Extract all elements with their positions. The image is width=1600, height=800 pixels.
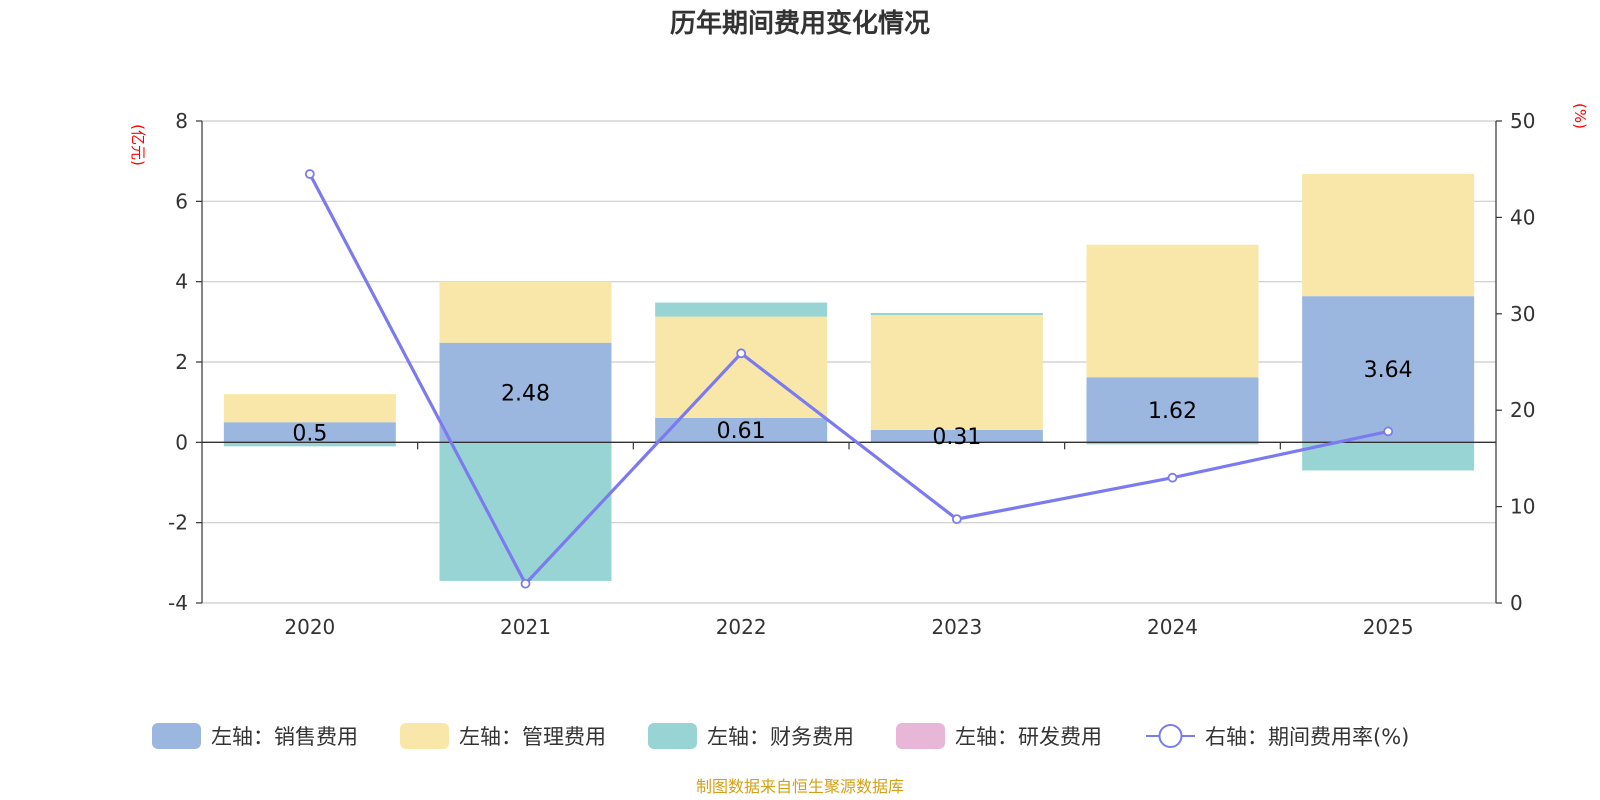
data-label: 2.48 <box>501 382 550 407</box>
bar-segment <box>655 302 828 317</box>
bar-segment <box>439 342 612 443</box>
x-tick-label: 2023 <box>931 615 982 639</box>
rate-point <box>951 514 962 525</box>
right-axis-unit: (%) <box>1571 103 1589 129</box>
legend: 左轴：销售费用 左轴：管理费用 左轴：财务费用 左轴：研发费用 右轴：期间费用率(%) <box>152 723 1409 749</box>
right-tick-label: 0 <box>1510 591 1523 615</box>
bar-segment <box>870 315 1043 430</box>
x-tick-label: 2021 <box>500 615 551 639</box>
data-label: 0.31 <box>932 425 981 450</box>
rate-line-path <box>308 173 1389 587</box>
legend-swatch <box>152 723 201 749</box>
left-tick-label: 6 <box>175 189 188 213</box>
rate-line <box>304 169 1394 589</box>
data-label: 1.62 <box>1148 399 1197 424</box>
right-tick-label: 50 <box>1510 109 1535 133</box>
bar-segment <box>1086 244 1259 378</box>
right-tick-label: 20 <box>1510 398 1535 422</box>
chart-title: 历年期间费用变化情况 <box>670 8 930 39</box>
bar-segment <box>655 417 828 443</box>
x-tick-label: 2022 <box>716 615 767 639</box>
x-tick-label: 2024 <box>1147 615 1198 639</box>
data-label: 0.5 <box>292 421 327 446</box>
bars <box>223 174 1475 581</box>
x-tick-label: 2025 <box>1363 615 1414 639</box>
legend-swatch <box>648 723 697 749</box>
bar-labels: 0.5 2.48 0.61 0.31 1.62 3.64 <box>292 358 1412 450</box>
bar-segment <box>439 442 612 581</box>
rate-point <box>736 348 747 359</box>
left-tick-label: 8 <box>175 109 188 133</box>
source-note: 制图数据来自恒生聚源数据库 <box>696 777 904 796</box>
legend-marker <box>1158 724 1183 748</box>
data-label: 0.61 <box>717 419 766 444</box>
legend-label: 左轴：财务费用 <box>707 725 854 749</box>
rate-point <box>304 169 315 179</box>
left-tick-label: -4 <box>168 591 188 615</box>
bar-segment <box>223 442 396 447</box>
left-tick-label: 0 <box>175 430 188 454</box>
data-label: 3.64 <box>1364 358 1413 383</box>
left-axis-unit: (亿元) <box>129 124 147 166</box>
bar-segment <box>439 281 612 343</box>
rate-point <box>1167 472 1178 483</box>
legend-swatch <box>400 723 449 749</box>
left-tick-label: -2 <box>168 511 188 535</box>
left-tick-label: 4 <box>175 270 188 294</box>
rate-point <box>1383 426 1394 437</box>
bar-segment <box>1302 296 1475 443</box>
bar-segment <box>223 394 396 423</box>
bar-segment <box>870 429 1043 443</box>
bar-segment <box>655 316 828 418</box>
right-tick-label: 40 <box>1510 205 1535 229</box>
bar-segment <box>1086 442 1259 445</box>
right-tick-label: 30 <box>1510 302 1535 326</box>
legend-label: 左轴：销售费用 <box>211 725 358 749</box>
bar-segment <box>1302 442 1475 471</box>
right-tick-label: 10 <box>1510 495 1535 519</box>
bar-segment <box>1302 174 1475 297</box>
legend-swatch <box>896 723 945 749</box>
rate-point <box>520 578 531 589</box>
legend-label: 左轴：研发费用 <box>955 725 1102 749</box>
x-tick-label: 2020 <box>284 615 335 639</box>
bar-segment <box>223 422 396 443</box>
legend-label: 左轴：管理费用 <box>459 725 606 749</box>
legend-label: 右轴：期间费用率(%) <box>1205 725 1409 749</box>
bar-segment <box>870 312 1043 316</box>
bar-segment <box>1086 377 1259 443</box>
left-tick-label: 2 <box>175 350 188 374</box>
gridlines <box>202 120 1496 604</box>
